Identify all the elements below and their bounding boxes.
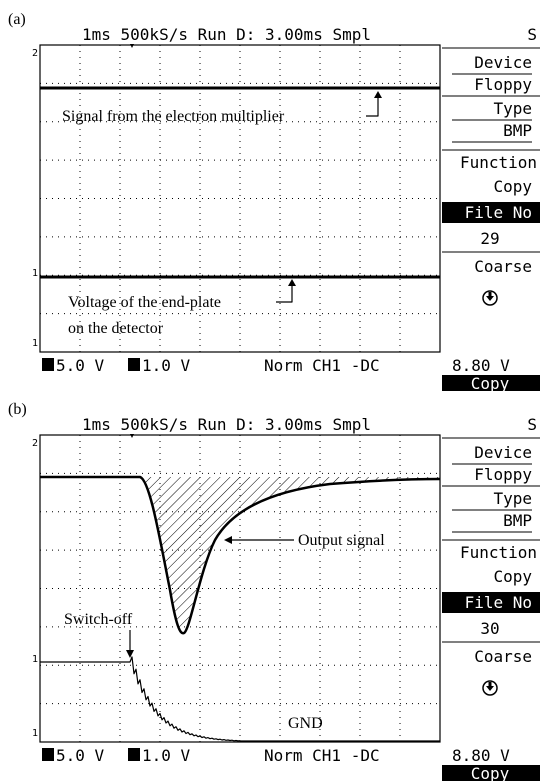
channel-marker: 1 (32, 728, 38, 739)
ch1-icon (42, 748, 54, 761)
annotation: on the detector (68, 320, 164, 337)
menu-item: Coarse (474, 257, 532, 276)
footer-ch1: 5.0 V (56, 356, 105, 375)
hatch-area (140, 477, 440, 633)
trace (276, 284, 292, 302)
scope-header-right: S (527, 415, 537, 434)
menu-item: Function (460, 153, 537, 172)
menu-item: Type (493, 489, 532, 508)
annotation: Output signal (298, 532, 385, 549)
ch2-icon (128, 748, 140, 761)
channel-marker: 2 (32, 48, 38, 59)
footer-ch2: 1.0 V (142, 356, 191, 375)
footer-trigger: Norm CH1 -DC (264, 746, 380, 765)
scroll-icon-arrow (486, 292, 494, 301)
arrow-head (374, 91, 382, 98)
menu-item: Copy (493, 177, 532, 196)
scroll-icon-arrow (486, 682, 494, 691)
menu-item: File No (465, 593, 532, 612)
footer-action: Copy (471, 764, 510, 783)
menu-item: Function (460, 543, 537, 562)
arrow-head (224, 536, 232, 544)
channel-marker: 1 (32, 338, 38, 349)
annotation: GND (288, 715, 323, 732)
arrow-head (126, 650, 134, 658)
menu-item: File No (465, 203, 532, 222)
channel-marker: 2 (32, 438, 38, 449)
menu-item: Copy (493, 567, 532, 586)
channel-marker: 1 (32, 654, 38, 665)
scope-header: 1ms 500kS/s Run D: 3.00ms Smpl (82, 415, 371, 434)
annotation: Signal from the electron multiplier (62, 108, 285, 125)
menu-item: Device (474, 443, 532, 462)
menu-item: Coarse (474, 647, 532, 666)
menu-item: Floppy (474, 465, 532, 484)
footer-level: 8.80 V (452, 746, 510, 765)
menu-item: Floppy (474, 75, 532, 94)
trace (366, 96, 378, 116)
scope-panel: (a) 1ms 500kS/s Run D: 3.00ms Smpl S 2 1 1 Dev… (8, 11, 540, 393)
menu-item: Type (493, 99, 532, 118)
menu-item: BMP (503, 121, 532, 140)
figure: (a) 1ms 500kS/s Run D: 3.00ms Smpl S 2 1 1 Dev… (0, 0, 549, 784)
footer-trigger: Norm CH1 -DC (264, 356, 380, 375)
panel-label: (a) (8, 11, 26, 28)
annotation: Switch-off (64, 611, 133, 628)
panel-label: (b) (8, 401, 27, 418)
arrow-head (288, 279, 296, 286)
scope-header-right: S (527, 25, 537, 44)
ch1-icon (42, 358, 54, 371)
ch2-icon (128, 358, 140, 371)
footer-ch2: 1.0 V (142, 746, 191, 765)
scope-header: 1ms 500kS/s Run D: 3.00ms Smpl (82, 25, 371, 44)
footer-action: Copy (471, 374, 510, 393)
footer-ch1: 5.0 V (56, 746, 105, 765)
menu-item: 29 (480, 229, 499, 248)
annotation: Voltage of the end-plate (68, 294, 221, 311)
channel-marker: 1 (32, 268, 38, 279)
menu-item: BMP (503, 511, 532, 530)
footer-level: 8.80 V (452, 356, 510, 375)
menu-item: Device (474, 53, 532, 72)
scope-panel: (b) 1ms 500kS/s Run D: 3.00ms Smpl S 2 1 1 Dev… (8, 401, 540, 783)
menu-item: 30 (480, 619, 499, 638)
